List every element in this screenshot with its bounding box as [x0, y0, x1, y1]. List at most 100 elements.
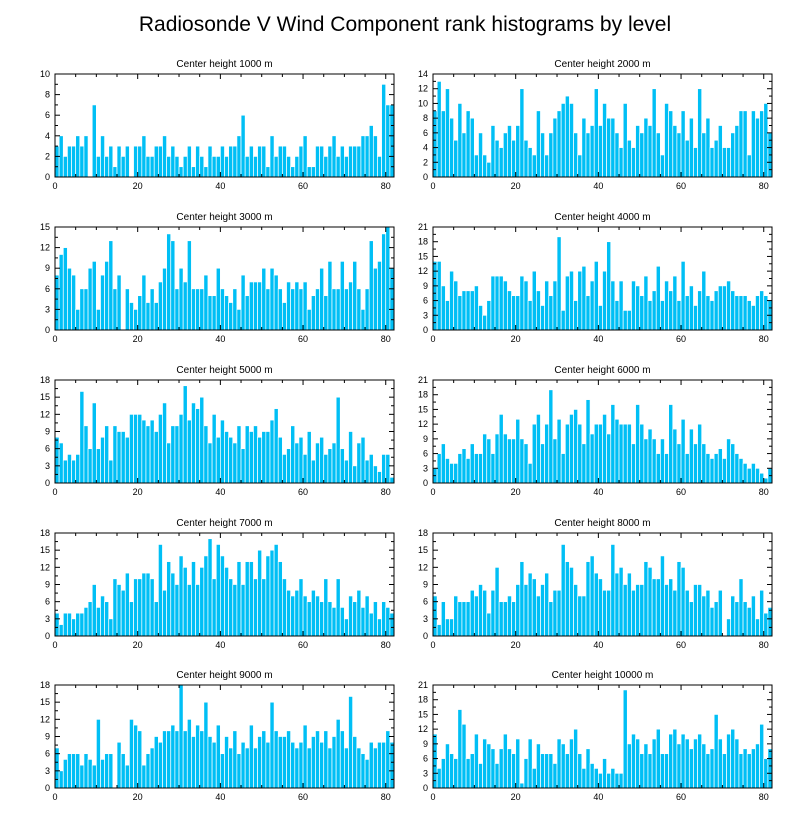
x-tick-label: 60: [298, 792, 308, 802]
histogram-bar: [269, 419, 275, 484]
histogram-bar: [273, 730, 279, 789]
histogram-bar: [112, 288, 118, 331]
histogram-bar: [569, 270, 574, 331]
histogram-bar: [490, 125, 496, 178]
histogram-bar: [626, 139, 632, 178]
histogram-bar: [647, 428, 653, 484]
histogram-bar: [191, 402, 196, 484]
histogram-bar: [87, 448, 93, 484]
panel-title: Center height 5000 m: [176, 365, 272, 376]
histogram-bar: [116, 431, 122, 484]
histogram-bar: [166, 730, 172, 789]
histogram-bar: [643, 117, 649, 178]
histogram-bar: [290, 425, 296, 484]
histogram-bar: [95, 156, 101, 178]
histogram-bar: [137, 295, 143, 331]
histogram-bar: [356, 747, 362, 789]
histogram-bar: [763, 477, 769, 484]
histogram-bar: [577, 595, 583, 637]
histogram-bar: [253, 281, 258, 331]
histogram-bar: [585, 295, 591, 331]
histogram-bar: [364, 135, 370, 178]
histogram-bar: [478, 305, 483, 331]
histogram-bar: [738, 110, 744, 178]
histogram-bar: [730, 443, 736, 484]
histogram-bar: [385, 730, 391, 789]
histogram-bar: [224, 156, 229, 178]
histogram-bar: [507, 290, 512, 331]
histogram-bar: [713, 601, 719, 637]
histogram-bar: [465, 758, 471, 789]
histogram-bar: [178, 267, 184, 331]
histogram-bar: [360, 135, 366, 178]
histogram-bar: [581, 768, 587, 789]
histogram-bar: [593, 423, 599, 484]
histogram-bar: [220, 753, 225, 789]
histogram-bar: [166, 442, 172, 484]
histogram-bar: [680, 110, 686, 178]
histogram-bar: [453, 758, 459, 789]
y-tick-label: 0: [45, 478, 50, 488]
y-tick-label: 21: [418, 680, 428, 690]
histogram-bar: [759, 472, 765, 484]
histogram-bar: [643, 561, 649, 637]
histogram-bar: [282, 454, 287, 484]
histogram-bar: [104, 753, 110, 789]
histogram-bar: [767, 748, 773, 789]
histogram-bar: [738, 753, 744, 789]
histogram-bar: [211, 413, 217, 484]
histogram-bar: [290, 288, 296, 331]
histogram-bar: [717, 285, 723, 331]
histogram-bar: [478, 132, 483, 178]
histogram-bar: [560, 544, 566, 637]
histogram-bar: [688, 428, 694, 484]
histogram-bar: [79, 764, 85, 789]
histogram-bar: [356, 442, 362, 484]
histogram-bar: [323, 454, 329, 484]
histogram-bar: [381, 83, 387, 178]
histogram-bar: [71, 459, 77, 484]
histogram-bar: [746, 154, 752, 178]
y-tick-label: 6: [45, 110, 50, 120]
histogram-bar: [348, 145, 353, 178]
histogram-bar: [515, 418, 521, 484]
histogram-bar: [129, 601, 134, 637]
histogram-bar: [100, 759, 105, 789]
histogram-bar: [593, 88, 599, 178]
histogram-bar: [95, 607, 101, 637]
histogram-bar: [352, 145, 358, 178]
histogram-bar: [348, 281, 353, 331]
histogram-bar: [199, 730, 205, 789]
histogram-bar: [548, 601, 554, 637]
histogram-bar: [153, 302, 159, 331]
histogram-bar: [726, 618, 732, 637]
histogram-bar: [145, 753, 151, 789]
histogram-bar: [473, 154, 479, 178]
y-tick-label: 15: [418, 404, 428, 414]
histogram-bar: [240, 448, 246, 484]
panel-6: Center height 6000 m 0 20 40 60 80 0 3 6 9 12 15 18 2…: [418, 365, 773, 497]
histogram-bar: [461, 723, 467, 789]
histogram-bar: [372, 601, 378, 637]
histogram-bar: [108, 753, 114, 789]
histogram-bar: [713, 290, 719, 331]
histogram-bar: [335, 288, 341, 331]
histogram-bar: [755, 467, 760, 484]
histogram-bar: [651, 578, 657, 637]
histogram-bar: [104, 260, 110, 331]
histogram-bar: [490, 748, 496, 789]
histogram-bar: [211, 156, 217, 178]
histogram-bar: [381, 233, 387, 331]
histogram-bar: [738, 578, 744, 637]
histogram-bar: [639, 753, 645, 789]
histogram-bar: [75, 753, 81, 789]
y-tick-label: 2: [423, 157, 428, 167]
x-tick-label: 80: [759, 334, 769, 344]
histogram-bar: [573, 409, 579, 484]
histogram-bar: [655, 578, 661, 637]
histogram-bar: [323, 578, 329, 637]
histogram-bar: [511, 139, 517, 178]
histogram-bar: [436, 768, 442, 789]
histogram-bar: [511, 601, 517, 637]
histogram-bar: [688, 285, 694, 331]
